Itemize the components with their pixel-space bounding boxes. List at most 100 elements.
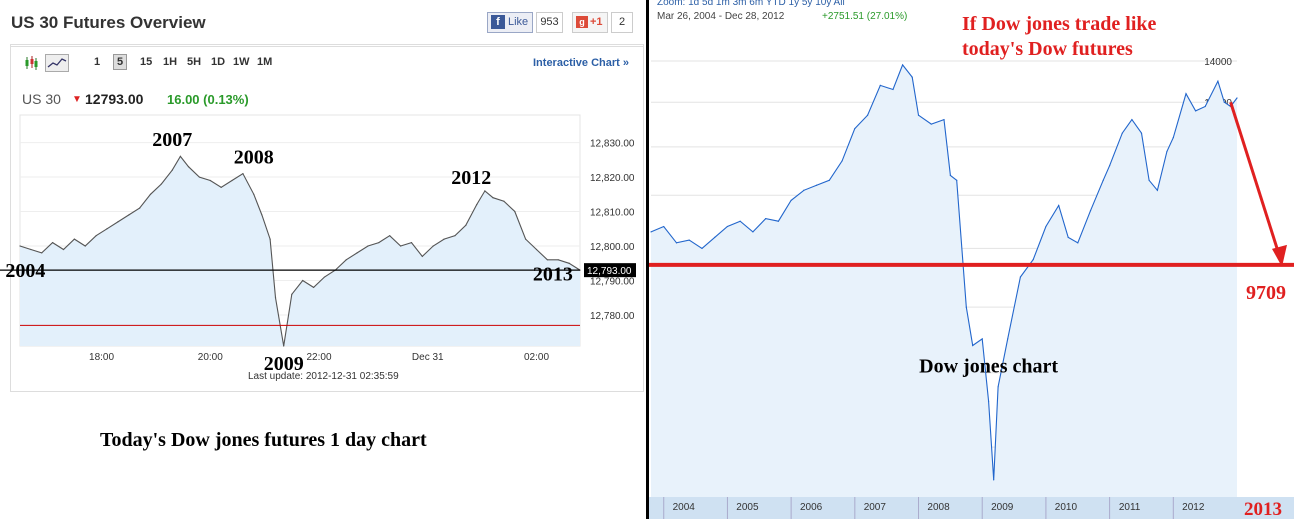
x-tick-label: 2007 — [864, 502, 887, 513]
price-marker-box — [584, 263, 636, 278]
year-annotation: 2012 — [451, 167, 491, 189]
left-panel: US 30 Futures Overview f Like 953 g +1 2 1… — [0, 0, 648, 519]
x-tick-label: 2006 — [800, 502, 823, 513]
data-point — [1121, 132, 1123, 134]
right-title-line1: If Dow jones trade like — [962, 13, 1157, 35]
quote-symbol: US 30 — [22, 91, 61, 107]
data-point — [179, 155, 181, 157]
plusone-label: +1 — [590, 16, 603, 28]
interactive-chart-link[interactable]: Interactive Chart » — [533, 57, 629, 69]
page-title: US 30 Futures Overview — [11, 13, 206, 32]
data-point — [816, 184, 818, 186]
data-point — [484, 190, 486, 192]
data-point — [52, 241, 54, 244]
data-point — [1156, 189, 1158, 191]
data-point — [892, 88, 894, 91]
year-annotation: 2004 — [5, 260, 45, 282]
data-point — [854, 127, 856, 130]
right-panel: 7000800090001000011000120001300014000200… — [649, 0, 1294, 519]
data-point — [242, 173, 244, 175]
candlestick-icon[interactable] — [22, 54, 40, 72]
data-point — [557, 259, 559, 261]
toolbar-divider — [10, 46, 644, 47]
arrow-head — [1272, 244, 1287, 267]
data-point — [930, 123, 932, 125]
chart-panel-frame — [10, 44, 644, 392]
data-point — [41, 252, 43, 254]
data-point — [514, 210, 516, 213]
zoom-links[interactable]: Zoom: 1d 5d 1m 3m 6m YTD 1y 5y 10y All — [657, 0, 845, 8]
line-chart-icon[interactable] — [45, 54, 69, 72]
data-point — [987, 400, 990, 402]
x-tick-label: 2011 — [1119, 502, 1141, 513]
data-point — [19, 245, 21, 247]
range-button-1w[interactable]: 1W — [233, 56, 250, 68]
data-point — [765, 217, 767, 220]
range-button-1m[interactable]: 1M — [257, 56, 273, 68]
range-button-5h[interactable]: 5H — [187, 56, 202, 68]
data-point — [1007, 338, 1009, 340]
data-point — [253, 193, 255, 195]
price-marker-label: 12,793.00 — [587, 266, 632, 277]
x-tick-label: 2005 — [736, 502, 759, 513]
data-point — [1236, 97, 1238, 99]
data-point — [187, 166, 190, 168]
range-button-1h[interactable]: 1H — [163, 56, 178, 68]
quote-change: 16.00 (0.13%) — [167, 92, 249, 107]
data-point — [160, 183, 162, 185]
data-point — [421, 255, 423, 257]
data-point — [972, 344, 974, 347]
left-caption: Today's Dow jones futures 1 day chart — [100, 429, 427, 451]
data-point — [663, 225, 665, 228]
data-point — [139, 207, 141, 209]
data-point — [777, 220, 779, 222]
data-point — [701, 247, 703, 249]
data-point — [1148, 179, 1150, 181]
data-point — [1172, 137, 1174, 139]
data-point — [688, 239, 690, 241]
projection-arrow — [1229, 101, 1283, 262]
y-tick-label: 12,820.00 — [590, 173, 635, 184]
data-point — [30, 248, 32, 251]
like-count: 953 — [536, 12, 563, 33]
data-point — [943, 119, 945, 121]
data-point — [1140, 132, 1143, 134]
right-title-line2: today's Dow futures — [962, 38, 1133, 60]
data-point — [443, 238, 445, 240]
data-point — [149, 193, 152, 195]
data-point — [1185, 93, 1187, 95]
data-point — [302, 279, 304, 282]
data-point — [866, 114, 869, 116]
area-fill — [651, 64, 1237, 498]
data-point — [993, 479, 995, 481]
year-annotation: 2008 — [234, 146, 274, 168]
range-button-1[interactable]: 1 — [94, 56, 101, 68]
data-point — [911, 76, 913, 78]
data-point — [1109, 165, 1111, 167]
data-point — [209, 179, 211, 182]
data-point — [949, 174, 951, 177]
data-point — [828, 179, 830, 181]
data-point — [675, 242, 678, 244]
data-point — [432, 245, 434, 247]
intraday-chart[interactable]: 12,780.00 12,790.00 12,800.00 12,810.00 12,8… — [0, 0, 648, 400]
chart-annotation: Dow jones chart — [919, 356, 1058, 378]
data-point — [84, 245, 86, 247]
data-point — [879, 84, 881, 86]
data-point — [503, 200, 505, 202]
data-point — [62, 248, 65, 251]
google-plusone-button[interactable]: g +1 — [572, 12, 608, 33]
range-button-5[interactable]: 5 — [113, 54, 128, 70]
year-annotation: 2009 — [264, 353, 304, 375]
dow-long-term-chart[interactable]: 7000800090001000011000120001300014000200… — [649, 0, 1294, 519]
data-point — [1089, 210, 1092, 212]
range-button-1d[interactable]: 1D — [211, 56, 226, 68]
data-point — [492, 197, 494, 199]
range-button-15[interactable]: 15 — [140, 56, 153, 68]
data-point — [378, 241, 380, 244]
facebook-like-button[interactable]: f Like — [487, 12, 533, 33]
data-point — [1102, 179, 1104, 181]
data-point — [128, 214, 130, 216]
year-annotation: 2007 — [152, 129, 192, 151]
x-tick-label: 02:00 — [524, 352, 549, 363]
